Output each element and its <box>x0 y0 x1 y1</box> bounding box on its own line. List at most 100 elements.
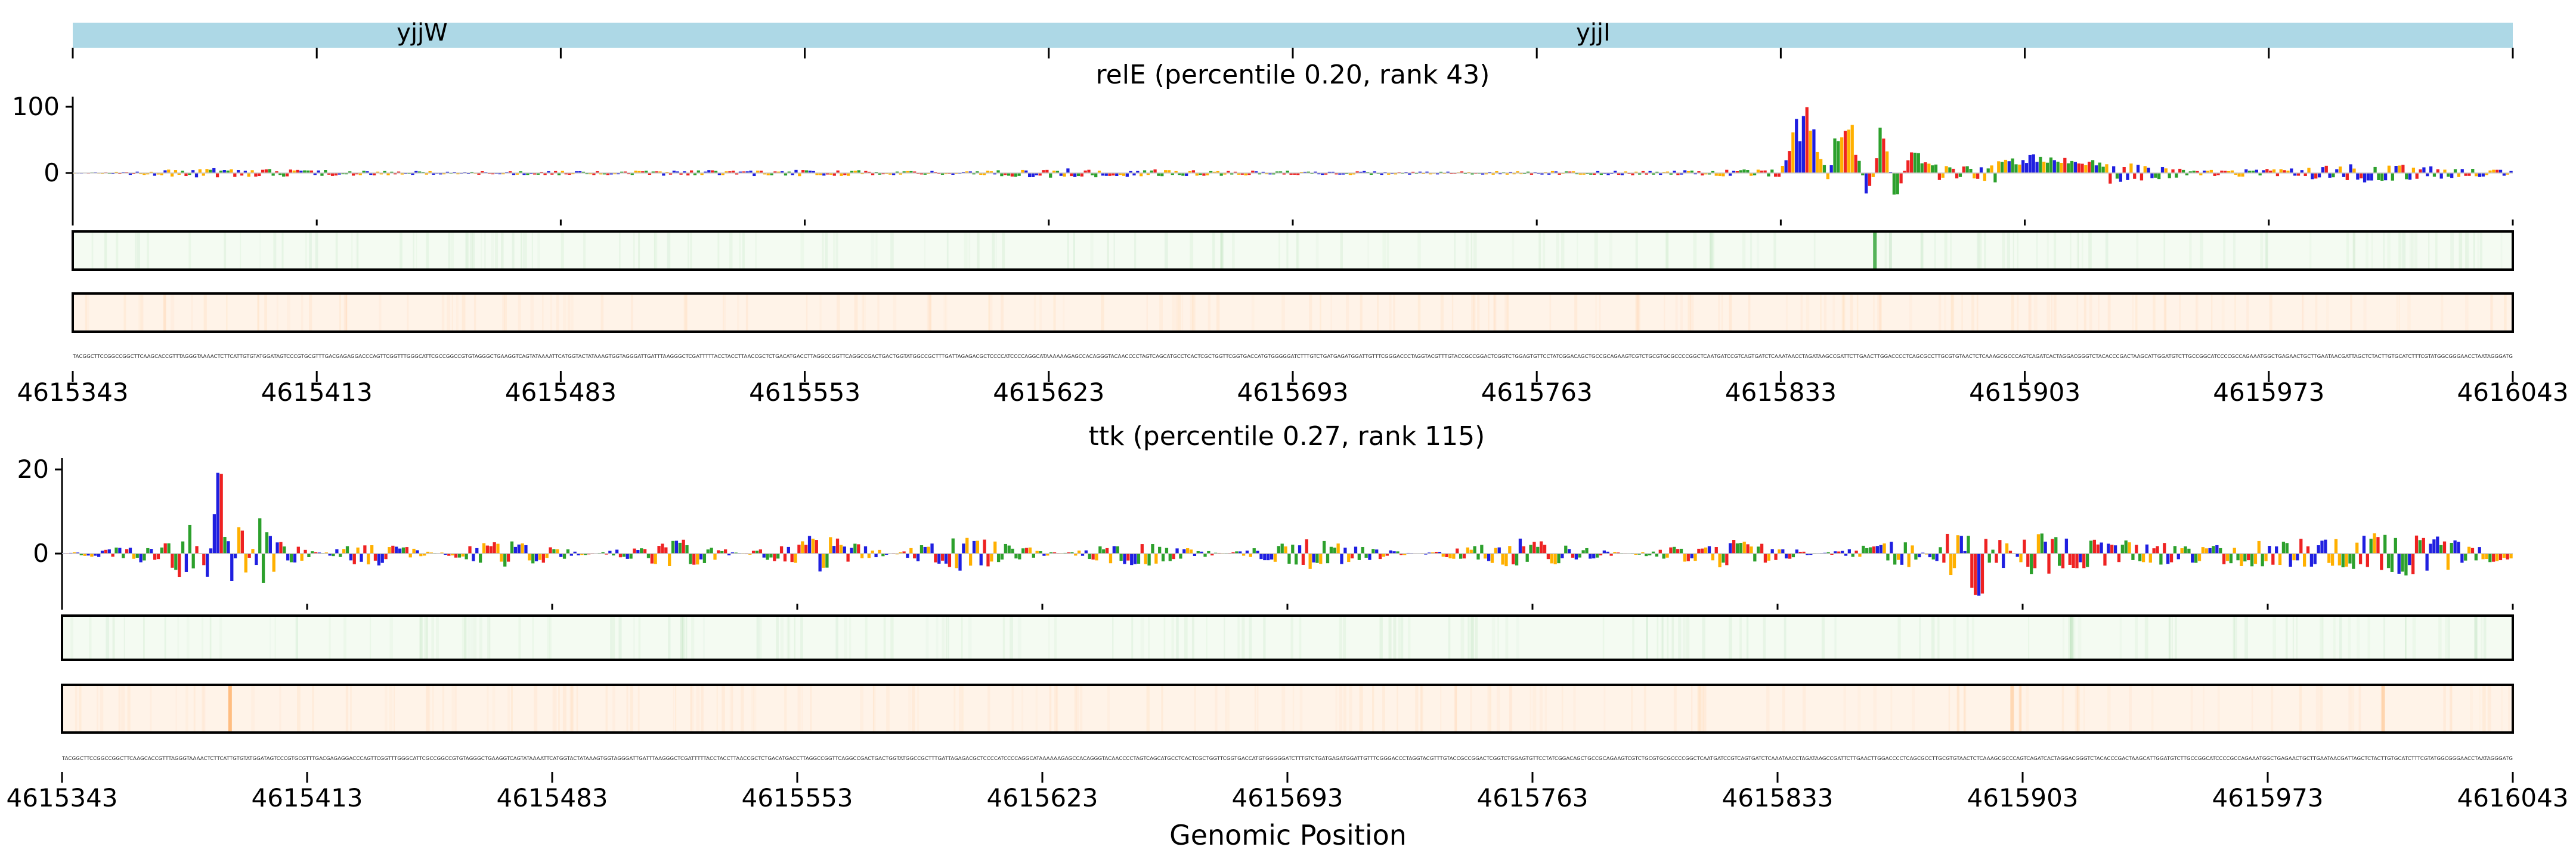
logo-bar <box>2300 170 2303 173</box>
strip-texture <box>1171 617 1174 659</box>
logo-bar <box>1544 172 1547 173</box>
strip-texture <box>1635 295 1639 330</box>
strip-texture <box>1671 617 1674 659</box>
logo-bar <box>2152 548 2156 554</box>
logo-bar <box>777 171 781 173</box>
logo-bar <box>2502 554 2506 558</box>
logo-bar <box>2024 163 2029 173</box>
strip-texture <box>1683 617 1686 659</box>
strip-texture <box>275 617 276 659</box>
logo-bar <box>906 554 909 558</box>
logo-bar <box>1890 542 1893 554</box>
strip-texture <box>835 233 838 268</box>
logo-bar <box>1865 548 1869 554</box>
strip-texture <box>731 686 733 731</box>
logo-bar <box>2122 167 2126 173</box>
strip-texture <box>1455 686 1457 731</box>
strip-texture <box>2135 295 2138 330</box>
strip-texture <box>690 233 692 268</box>
panel-ttk: ttk (percentile 0.27, rank 115) 20 0 TAC… <box>6 421 2568 851</box>
strip-texture <box>1339 686 1343 731</box>
logo-bar <box>1550 554 1553 564</box>
logo-bar <box>1543 545 1547 554</box>
logo-bar <box>1935 554 1939 561</box>
logo-bar <box>2330 554 2334 566</box>
logo-bar <box>2101 166 2105 173</box>
logo-bar <box>927 173 930 174</box>
logo-bar <box>955 173 958 174</box>
strip-texture <box>123 295 126 330</box>
logo-bar <box>202 173 205 176</box>
logo-bar <box>1277 546 1280 554</box>
logo-bar <box>2091 160 2095 173</box>
logo-bar <box>188 173 191 175</box>
strip-texture <box>2107 686 2110 731</box>
strip-texture <box>1800 295 1803 330</box>
logo-bar <box>1913 152 1917 173</box>
logo-bar <box>1735 171 1739 173</box>
logo-bar <box>571 173 575 175</box>
strip-texture <box>1505 617 1509 659</box>
strip-texture <box>2271 686 2274 731</box>
logo-bar <box>700 173 704 175</box>
logo-bar <box>1376 173 1380 174</box>
logo-bar <box>1501 554 1504 565</box>
strip-texture <box>520 233 522 268</box>
logo-bar <box>993 541 997 554</box>
strip-texture <box>1884 233 1887 268</box>
strip-texture <box>2441 295 2444 330</box>
strip-texture <box>467 617 470 659</box>
logo-bar <box>327 173 331 175</box>
logo-bar <box>1987 554 1991 563</box>
logo-bar <box>457 554 462 558</box>
logo-bar <box>554 171 558 173</box>
logo-bar <box>683 171 686 173</box>
logo-bar <box>881 554 885 557</box>
strip-texture <box>251 686 255 731</box>
strip-texture <box>1897 617 1901 659</box>
logo-bar <box>1084 550 1088 554</box>
logo-bar <box>1354 546 1358 554</box>
logo-bar <box>1973 173 1976 179</box>
logo-bar <box>1840 137 1844 173</box>
strip-texture <box>1467 617 1470 659</box>
logo-bar <box>676 171 679 173</box>
logo-bar <box>919 545 924 554</box>
strip-texture <box>977 233 980 268</box>
strip-texture <box>2445 617 2447 659</box>
strip-texture <box>1635 233 1638 268</box>
logo-bar <box>640 548 643 554</box>
strip-texture <box>893 295 896 330</box>
logo-bar <box>135 171 139 173</box>
logo-bar <box>2147 168 2150 173</box>
logo-bar <box>1732 540 1736 554</box>
logo-bar <box>2244 169 2248 173</box>
logo-bar <box>401 547 405 554</box>
logo-bar <box>2115 173 2119 179</box>
logo-bar <box>227 541 230 554</box>
logo-bar <box>2212 546 2215 554</box>
logo-bar <box>2362 536 2366 554</box>
logo-bar <box>356 547 360 554</box>
logo-bar <box>1382 554 1386 557</box>
logo-bar <box>1641 552 1645 554</box>
strip-texture <box>2190 686 2193 731</box>
gene-annotation-track: yjjW yjjI <box>72 19 2514 58</box>
logo-bar <box>1729 173 1732 176</box>
logo-bar <box>655 171 658 173</box>
logo-bar <box>1352 173 1355 175</box>
strip-texture <box>2036 233 2038 268</box>
logo-bar <box>1490 554 1494 563</box>
logo-bar <box>1711 554 1715 561</box>
strip-texture <box>1454 233 1456 268</box>
x-tick-label: 4615553 <box>749 378 860 407</box>
strip-texture <box>1420 686 1423 731</box>
logo-bar <box>1669 547 1673 554</box>
strip-texture <box>112 617 115 659</box>
strip-texture <box>2203 686 2205 731</box>
strip-texture <box>204 686 206 731</box>
strip-texture <box>2465 233 2467 268</box>
strip-texture <box>441 295 445 330</box>
logo-bar <box>528 554 531 561</box>
strip-texture <box>480 233 482 268</box>
